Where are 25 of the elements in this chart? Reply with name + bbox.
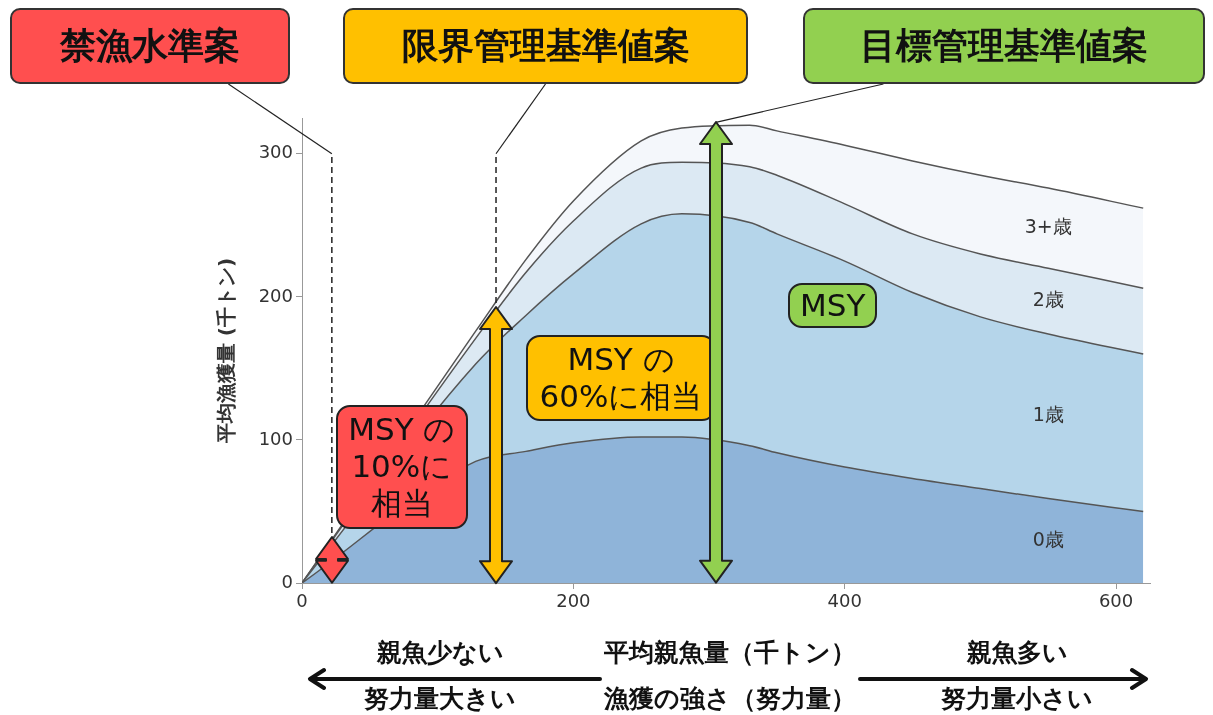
annotation: MSY xyxy=(788,283,878,329)
annotation: 目標管理基準値案 xyxy=(803,8,1205,84)
y-tick-label: 100 xyxy=(258,427,293,449)
annotation: MSY の10%に相当 xyxy=(335,405,468,529)
x-tick-label: 600 xyxy=(1098,590,1134,612)
y-tick-label: 200 xyxy=(258,284,293,306)
y-tick-label: 300 xyxy=(258,141,293,163)
annotation: MSY の60%に相当 xyxy=(526,335,717,422)
series-label: 1歳 xyxy=(1032,403,1064,426)
y-axis-title: 平均漁獲量 (千トン) xyxy=(214,257,239,445)
series-label: 3+歳 xyxy=(1024,215,1072,238)
x-tick-label: 200 xyxy=(556,590,591,612)
y-tick-label: 0 xyxy=(281,570,293,592)
series-label: 2歳 xyxy=(1032,288,1064,311)
text: 親魚少ない xyxy=(368,636,512,669)
x-tick-label: 0 xyxy=(296,590,308,612)
text: 親魚多い xyxy=(958,636,1076,669)
text: 努力量大きい xyxy=(356,682,524,715)
ref-line-label: 限界管理基準値案 xyxy=(343,8,748,84)
ref-line-label: 禁漁水準案 xyxy=(10,8,290,84)
series-label: 0歳 xyxy=(1032,527,1064,550)
text: 努力量小さい xyxy=(933,682,1101,715)
text: 漁獲の強さ（努力量） xyxy=(596,682,864,715)
x-axis-title: 平均親魚量（千トン） xyxy=(596,636,864,669)
x-tick-label: 400 xyxy=(827,590,862,612)
